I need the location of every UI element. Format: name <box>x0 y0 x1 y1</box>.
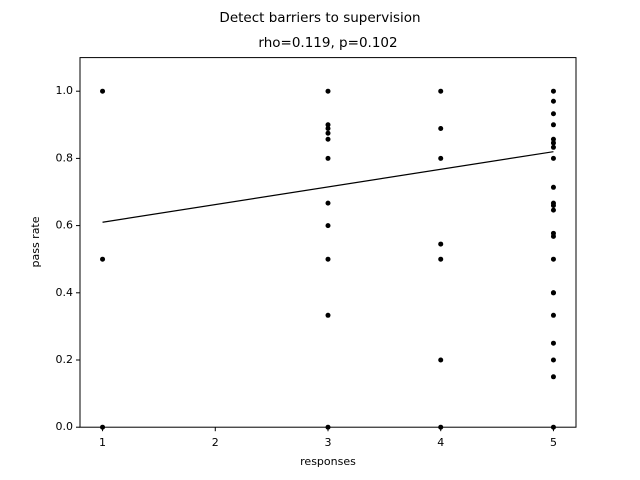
point <box>325 88 331 94</box>
y-tick-label: 0.2 <box>56 353 74 366</box>
point <box>325 200 331 206</box>
point <box>550 184 556 190</box>
point <box>550 290 556 296</box>
x-tick-label: 4 <box>437 436 444 449</box>
point <box>438 155 444 161</box>
trend-line <box>102 151 554 223</box>
point <box>325 223 331 229</box>
point <box>550 424 556 430</box>
point <box>550 357 556 363</box>
point <box>325 424 331 430</box>
point <box>325 312 331 318</box>
point <box>438 125 444 131</box>
point <box>325 136 331 142</box>
point <box>550 340 556 346</box>
point <box>550 155 556 161</box>
x-tick-label: 1 <box>99 436 106 449</box>
x-axis-label: responses <box>300 455 356 468</box>
point <box>325 122 331 128</box>
point <box>325 125 331 131</box>
point <box>100 256 106 262</box>
y-tick-label: 0.4 <box>56 286 74 299</box>
point <box>550 88 556 94</box>
point <box>550 98 556 104</box>
point <box>550 140 556 146</box>
x-tick-label: 2 <box>212 436 219 449</box>
point <box>550 122 556 128</box>
point <box>550 111 556 117</box>
point <box>325 130 331 136</box>
point <box>325 256 331 262</box>
point <box>100 424 106 430</box>
point <box>550 256 556 262</box>
y-tick-label: 0.6 <box>56 219 74 232</box>
y-tick-label: 0.8 <box>56 151 74 164</box>
y-tick-label: 0.0 <box>56 420 74 433</box>
point <box>438 88 444 94</box>
point <box>438 357 444 363</box>
point <box>438 241 444 247</box>
point <box>550 136 556 142</box>
y-tick-label: 1.0 <box>56 84 74 97</box>
x-tick-label: 3 <box>325 436 332 449</box>
point <box>100 88 106 94</box>
point <box>550 207 556 213</box>
point <box>550 202 556 208</box>
plot-frame <box>79 57 577 428</box>
point <box>438 256 444 262</box>
point <box>325 155 331 161</box>
point <box>438 424 444 430</box>
point <box>550 374 556 380</box>
chart-subtitle: rho=0.119, p=0.102 <box>258 35 397 51</box>
y-axis-label: pass rate <box>29 216 42 267</box>
chart-title: Detect barriers to supervision <box>219 10 420 26</box>
point <box>550 144 556 150</box>
point <box>550 312 556 318</box>
x-tick-label: 5 <box>550 436 557 449</box>
point <box>550 233 556 239</box>
